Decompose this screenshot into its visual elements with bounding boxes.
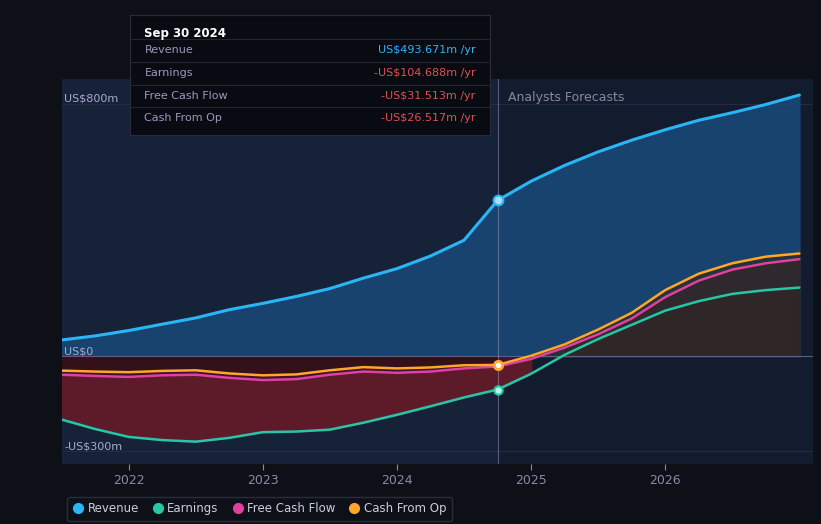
Legend: Revenue, Earnings, Free Cash Flow, Cash From Op: Revenue, Earnings, Free Cash Flow, Cash … <box>67 497 452 521</box>
Text: Earnings: Earnings <box>144 68 193 78</box>
Text: Revenue: Revenue <box>144 45 193 55</box>
Text: Sep 30 2024: Sep 30 2024 <box>144 27 227 40</box>
Text: -US$104.688m /yr: -US$104.688m /yr <box>374 68 475 78</box>
Text: -US$26.517m /yr: -US$26.517m /yr <box>381 113 475 123</box>
Text: Free Cash Flow: Free Cash Flow <box>144 91 228 101</box>
Text: Cash From Op: Cash From Op <box>144 113 222 123</box>
Text: -US$31.513m /yr: -US$31.513m /yr <box>381 91 475 101</box>
Text: US$0: US$0 <box>64 346 94 356</box>
Text: Past: Past <box>461 91 487 104</box>
Bar <box>62 79 498 464</box>
Text: US$800m: US$800m <box>64 94 118 104</box>
Bar <box>498 79 813 464</box>
Text: Analysts Forecasts: Analysts Forecasts <box>508 91 625 104</box>
Text: US$493.671m /yr: US$493.671m /yr <box>378 45 475 55</box>
Text: -US$300m: -US$300m <box>64 441 122 451</box>
